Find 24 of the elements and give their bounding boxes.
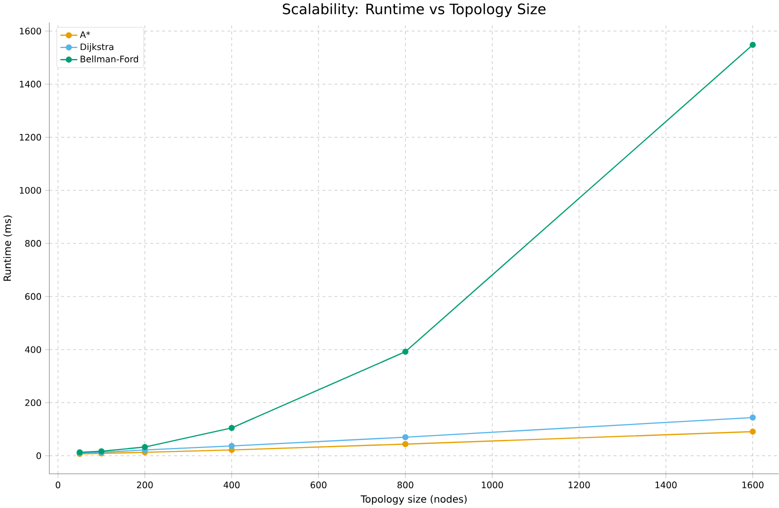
x-tick-label: 0 [56, 482, 60, 488]
y-tick-label: 1200 [20, 134, 42, 141]
legend-label: Bellman-Ford [80, 56, 138, 62]
y-tick-label: 1600 [20, 28, 42, 34]
y-tick-label: 400 [25, 346, 42, 353]
legend-label: A* [80, 31, 90, 38]
y-tick-label: 800 [25, 240, 42, 247]
x-tick-label: 1600 [742, 482, 764, 488]
y-tick-label: 200 [25, 399, 42, 406]
x-tick-label: 800 [397, 482, 414, 488]
x-tick-label: 1200 [568, 482, 590, 488]
x-tick-label: 1400 [656, 482, 677, 488]
y-tick-label: 0 [36, 452, 42, 460]
x-axis-title: Topology size (nodes) [360, 495, 467, 505]
x-tick-label: 600 [310, 482, 326, 488]
x-tick-label: 1000 [482, 482, 503, 488]
y-tick-label: 1400 [20, 80, 42, 88]
x-tick-label: 200 [137, 482, 153, 488]
y-tick-label: 1000 [20, 186, 42, 194]
y-tick-label: 600 [25, 293, 42, 300]
x-tick-label: 400 [224, 482, 240, 488]
legend-label: Dijkstra [80, 43, 114, 52]
y-axis-title: Runtime (ms) [3, 216, 12, 281]
chart-title: Scalability: Runtime vs Topology Size [282, 3, 546, 18]
